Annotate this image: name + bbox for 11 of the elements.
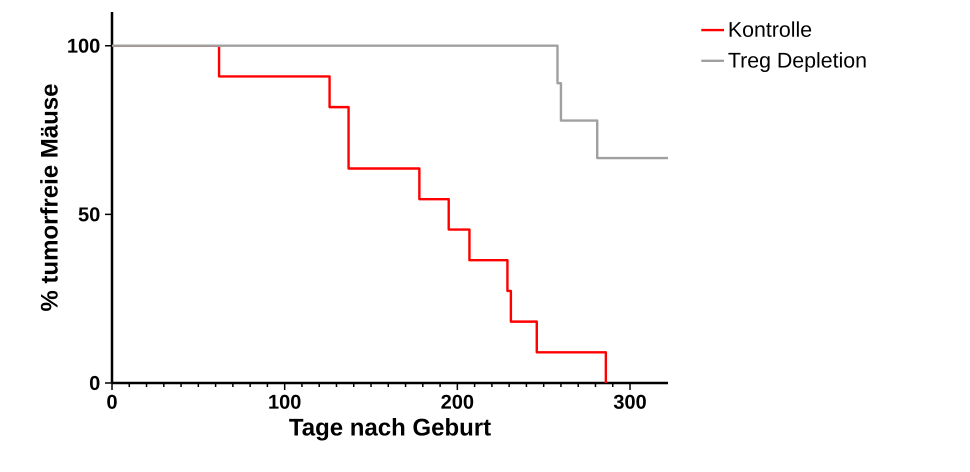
y-tick-label: 50 [78,207,100,222]
x-tick-label: 0 [107,394,117,409]
x-tick-label: 100 [269,394,301,409]
y-axis-title: % tumorfreie Mäuse [40,84,58,311]
legend-label: Kontrolle [730,21,812,37]
x-tick-label: 200 [441,394,474,409]
y-tick-label: 100 [68,38,100,53]
y-tick-label: 0 [90,376,100,390]
legend-label: Treg Depletion [728,52,866,72]
x-tick-label: 300 [614,394,646,409]
x-axis-title: Tage nach Geburt [289,418,491,441]
